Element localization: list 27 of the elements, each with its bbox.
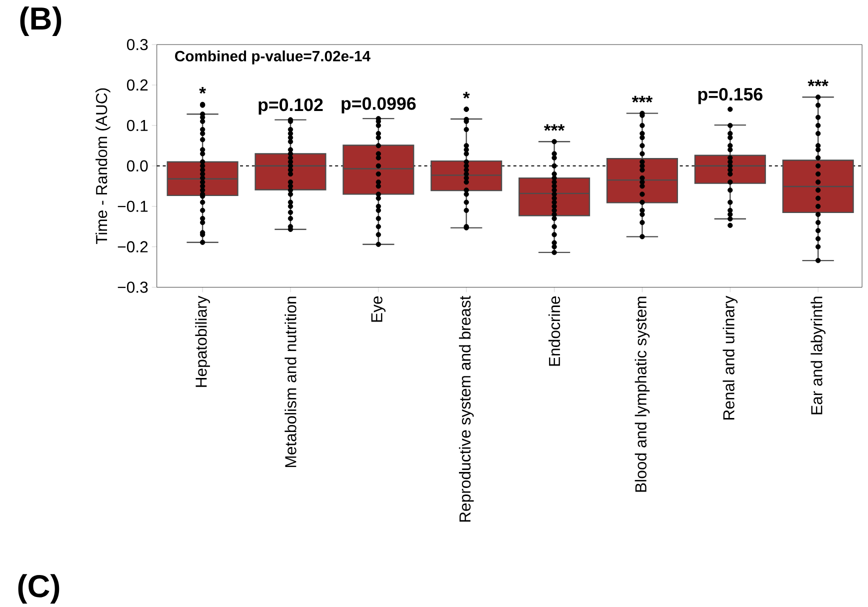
x-tick-label: Reproductive system and breast [458,296,474,522]
x-tick-label: Metabolism and nutrition [284,296,296,467]
y-tick-label: 0.0 [126,160,148,172]
annotation: p=0.156 [698,88,762,104]
y-tick-label: 0.3 [126,38,148,50]
x-tick-label: Renal and urinary [722,296,738,420]
annotation: * [462,92,470,98]
text: (C) [18,574,60,604]
annotation: *** [544,124,565,131]
annotation: p=0.0996 [342,97,416,114]
x-tick-label: Eye [371,296,386,322]
annotation: *** [808,80,828,86]
x-tick-label: Ear and labyrinth [810,296,826,414]
y-tick-label: 0.1 [126,120,148,131]
annotation: *** [632,96,653,102]
y-axis-title: Time - Random (AUC) [96,88,110,244]
x-tick-label: Blood and lymphatic system [634,296,650,492]
y-tick-label: −0.3 [118,282,148,293]
x-tick-label: Hepatobiliary [195,296,210,387]
text: (B) [20,6,62,36]
y-tick-label: 0.2 [126,79,148,91]
annotation: Combined p-value=7.02e-14 [175,50,370,64]
y-tick-label: −0.2 [118,241,148,252]
annotation: * [199,86,206,94]
x-tick-label: Endocrine [548,296,560,366]
annotation: p=0.102 [258,98,323,115]
y-tick-label: −0.1 [118,200,148,212]
